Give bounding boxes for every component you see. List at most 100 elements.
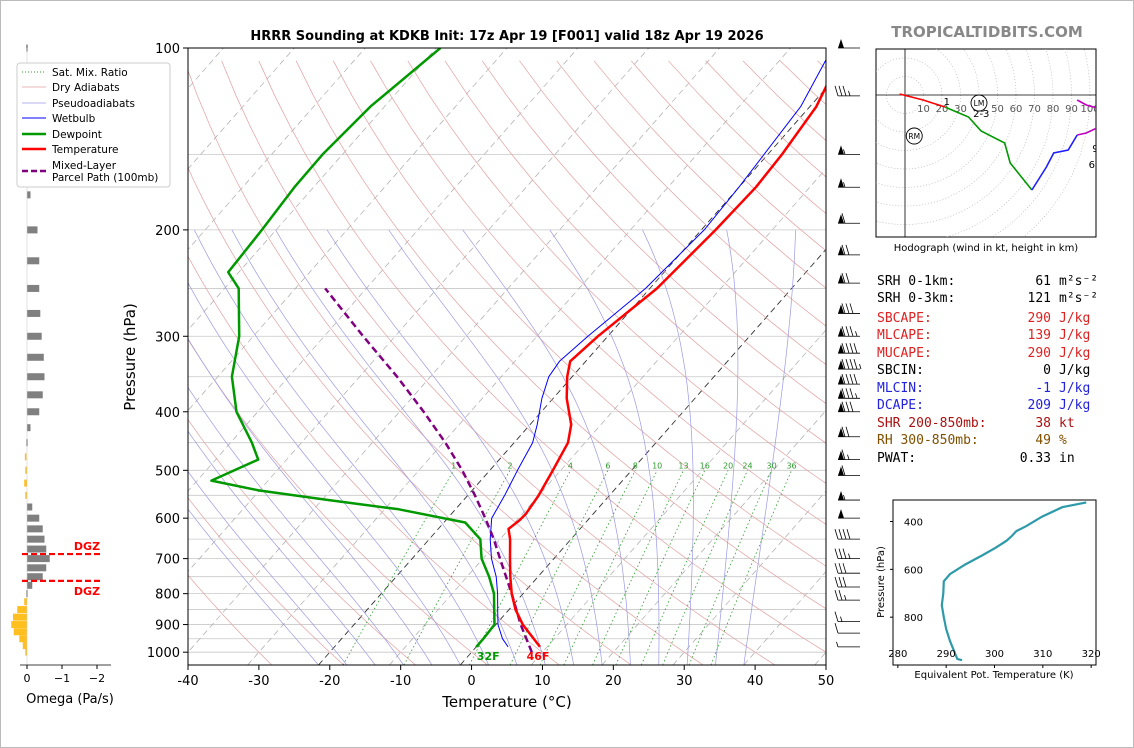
- index-unit: J/kg: [1059, 363, 1091, 378]
- barb-full: [838, 563, 843, 574]
- index-row: SHR 200-850mb: 38 kt: [877, 416, 1075, 431]
- omega-bar: [27, 503, 33, 511]
- y-tick-label: 900: [155, 619, 180, 634]
- pseudoadiabat: [549, 229, 660, 665]
- theta-e-x-tick-label: 290: [937, 649, 956, 660]
- omega-panel: 0 −1 −2 DGZ DGZ: [11, 44, 111, 685]
- wind-barb: [838, 39, 860, 49]
- mixing-ratio-line: [563, 470, 658, 665]
- wind-barb: [838, 401, 860, 413]
- x-tick-label: 30: [676, 674, 693, 689]
- index-label: MLCAPE:: [877, 328, 932, 343]
- index-label: SBCAPE:: [877, 311, 932, 326]
- barb-full: [834, 590, 839, 601]
- theta-e-x-tick-label: 320: [1082, 649, 1101, 660]
- theta-e-x-tick-label: 280: [888, 649, 907, 660]
- barb-full: [834, 548, 839, 559]
- parcel-profile: [324, 287, 533, 653]
- omega-bar: [22, 642, 27, 650]
- hodograph-ring-label: 60: [1010, 104, 1023, 115]
- mixing-ratio-label: 2: [507, 461, 512, 470]
- wind-barb: [838, 273, 860, 284]
- barb-flag: [838, 327, 844, 337]
- x-tick-label: -30: [248, 674, 269, 689]
- skewt-ylabel: Pressure (hPa): [121, 303, 139, 411]
- index-row: SRH 0-1km: 61 m²s⁻²: [877, 274, 1098, 289]
- index-unit: m²s⁻²: [1059, 291, 1099, 306]
- legend-label: Dewpoint: [52, 129, 102, 141]
- mixing-ratio-line: [710, 470, 792, 665]
- wind-barb: [834, 611, 860, 623]
- omega-bar: [27, 332, 42, 340]
- barb-full: [849, 343, 854, 354]
- isotherm: [459, 248, 826, 665]
- dry-adiabat: [258, 60, 826, 653]
- dgz-label: DGZ: [74, 585, 100, 598]
- theta-e-y-tick-label: 600: [904, 565, 923, 576]
- index-unit: m²s⁻²: [1059, 274, 1099, 289]
- mixing-ratio-line: [342, 470, 455, 665]
- index-unit: J/kg: [1059, 398, 1091, 413]
- barb-full: [841, 303, 846, 314]
- barb-full: [841, 343, 846, 354]
- x-tick-label: -40: [177, 674, 198, 689]
- dry-adiabat: [188, 338, 488, 665]
- mixing-ratio-labels: 1 2 4 6 8 10 13 16 20 24 30 36: [451, 461, 796, 470]
- barb-full: [845, 303, 850, 314]
- index-value: 61: [1035, 274, 1051, 289]
- wind-barb: [834, 529, 860, 540]
- barb-full: [853, 343, 858, 354]
- y-tick-label: 1000: [147, 646, 180, 661]
- wind-barb: [834, 590, 860, 601]
- omega-bar: [27, 257, 40, 265]
- storm-motion-label: RM: [908, 132, 920, 141]
- pseudoadiabat: [275, 229, 546, 665]
- index-unit: %: [1059, 433, 1067, 448]
- x-tick-label: -10: [390, 674, 411, 689]
- y-tick-label: 800: [155, 588, 180, 603]
- index-value: 290: [1027, 311, 1051, 326]
- index-row: SBCIN: 0 J/kg: [877, 363, 1090, 378]
- surface-temp-label: 46F: [527, 650, 550, 663]
- x-tick-label: 20: [605, 674, 622, 689]
- isotherm: [247, 48, 791, 665]
- wind-barb: [838, 491, 860, 501]
- y-tick-label: 500: [155, 464, 180, 479]
- wind-barb: [838, 509, 860, 519]
- barb-full: [841, 449, 846, 460]
- storm-motion-marker: RM: [905, 127, 923, 145]
- index-label: MUCAPE:: [877, 346, 932, 361]
- omega-bar: [27, 555, 50, 563]
- barb-full: [834, 623, 839, 634]
- index-label: MLCIN:: [877, 381, 924, 396]
- y-tick-label: 700: [155, 553, 180, 568]
- wind-barb: [834, 563, 860, 574]
- dry-adiabat: [444, 60, 826, 444]
- y-tick-label: 400: [155, 406, 180, 421]
- skewt-frame: [187, 47, 827, 666]
- barb-full: [841, 374, 846, 385]
- index-value: 121: [1027, 291, 1051, 306]
- barb-full: [841, 326, 846, 337]
- dry-adiabat: [188, 497, 344, 665]
- omega-bar: [25, 491, 27, 499]
- isotherm: [188, 48, 437, 331]
- dry-adiabat: [332, 60, 826, 567]
- wind-barb: [838, 213, 860, 224]
- dry-adiabat: [188, 167, 632, 665]
- legend-label: Sat. Mix. Ratio: [52, 67, 128, 79]
- wind-barb: [838, 426, 860, 438]
- omega-bar: [24, 453, 27, 461]
- wind-barb: [834, 548, 860, 560]
- barb-full: [842, 85, 847, 96]
- omega-bar: [13, 628, 27, 636]
- index-unit: in: [1059, 451, 1075, 466]
- omega-bar: [27, 284, 40, 292]
- index-label: SHR 200-850mb:: [877, 416, 987, 431]
- omega-bar: [27, 514, 40, 522]
- index-value: 209: [1027, 398, 1051, 413]
- barb-half: [848, 90, 851, 96]
- barb-full: [841, 426, 846, 437]
- index-row: SRH 0-3km: 121 m²s⁻²: [877, 291, 1098, 306]
